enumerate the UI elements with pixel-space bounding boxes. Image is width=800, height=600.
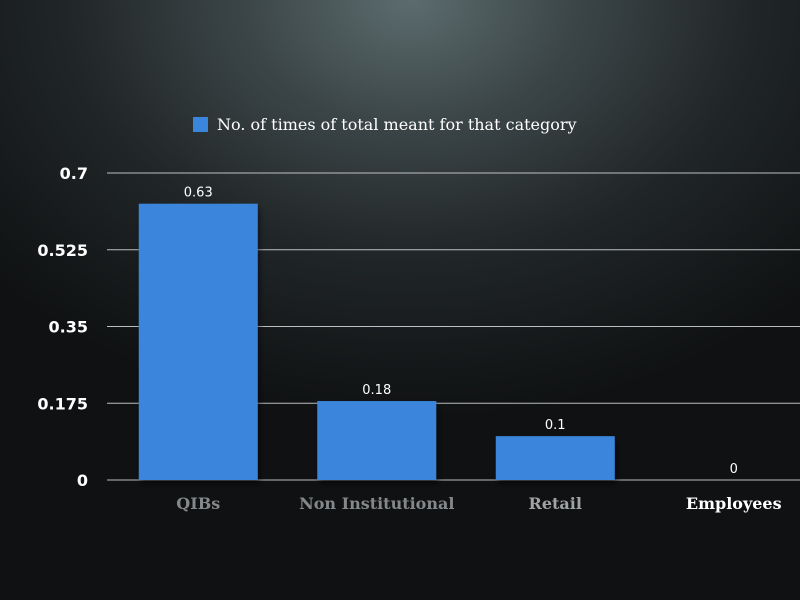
data-label: 0: [730, 462, 738, 477]
x-tick-label: Retail: [529, 494, 582, 513]
y-tick-label: 0.7: [60, 164, 88, 183]
bar: [138, 203, 258, 480]
x-tick-label: Non Institutional: [299, 494, 454, 513]
data-label: 0.63: [184, 186, 213, 201]
legend-swatch: [193, 116, 208, 132]
y-tick-label: 0.525: [37, 241, 88, 260]
x-tick-label: Employees: [686, 494, 782, 513]
x-tick-label: QIBs: [176, 494, 220, 513]
y-tick-label: 0.175: [37, 394, 88, 413]
x-axis-ticks: QIBs Non Institutional Retail Employees: [176, 494, 781, 513]
data-label: 0.1: [545, 418, 566, 433]
bar: [317, 401, 437, 480]
y-tick-label: 0: [77, 471, 88, 490]
data-labels: 0.63 0.18 0.1 0: [184, 186, 738, 477]
bar: [495, 436, 615, 480]
legend: No. of times of total meant for that cat…: [193, 113, 577, 135]
data-label: 0.18: [362, 383, 391, 398]
bars: [138, 203, 615, 480]
y-tick-label: 0.35: [49, 318, 88, 337]
legend-label: No. of times of total meant for that cat…: [217, 114, 577, 134]
y-axis-ticks: 0 0.175 0.35 0.525 0.7: [37, 164, 88, 490]
